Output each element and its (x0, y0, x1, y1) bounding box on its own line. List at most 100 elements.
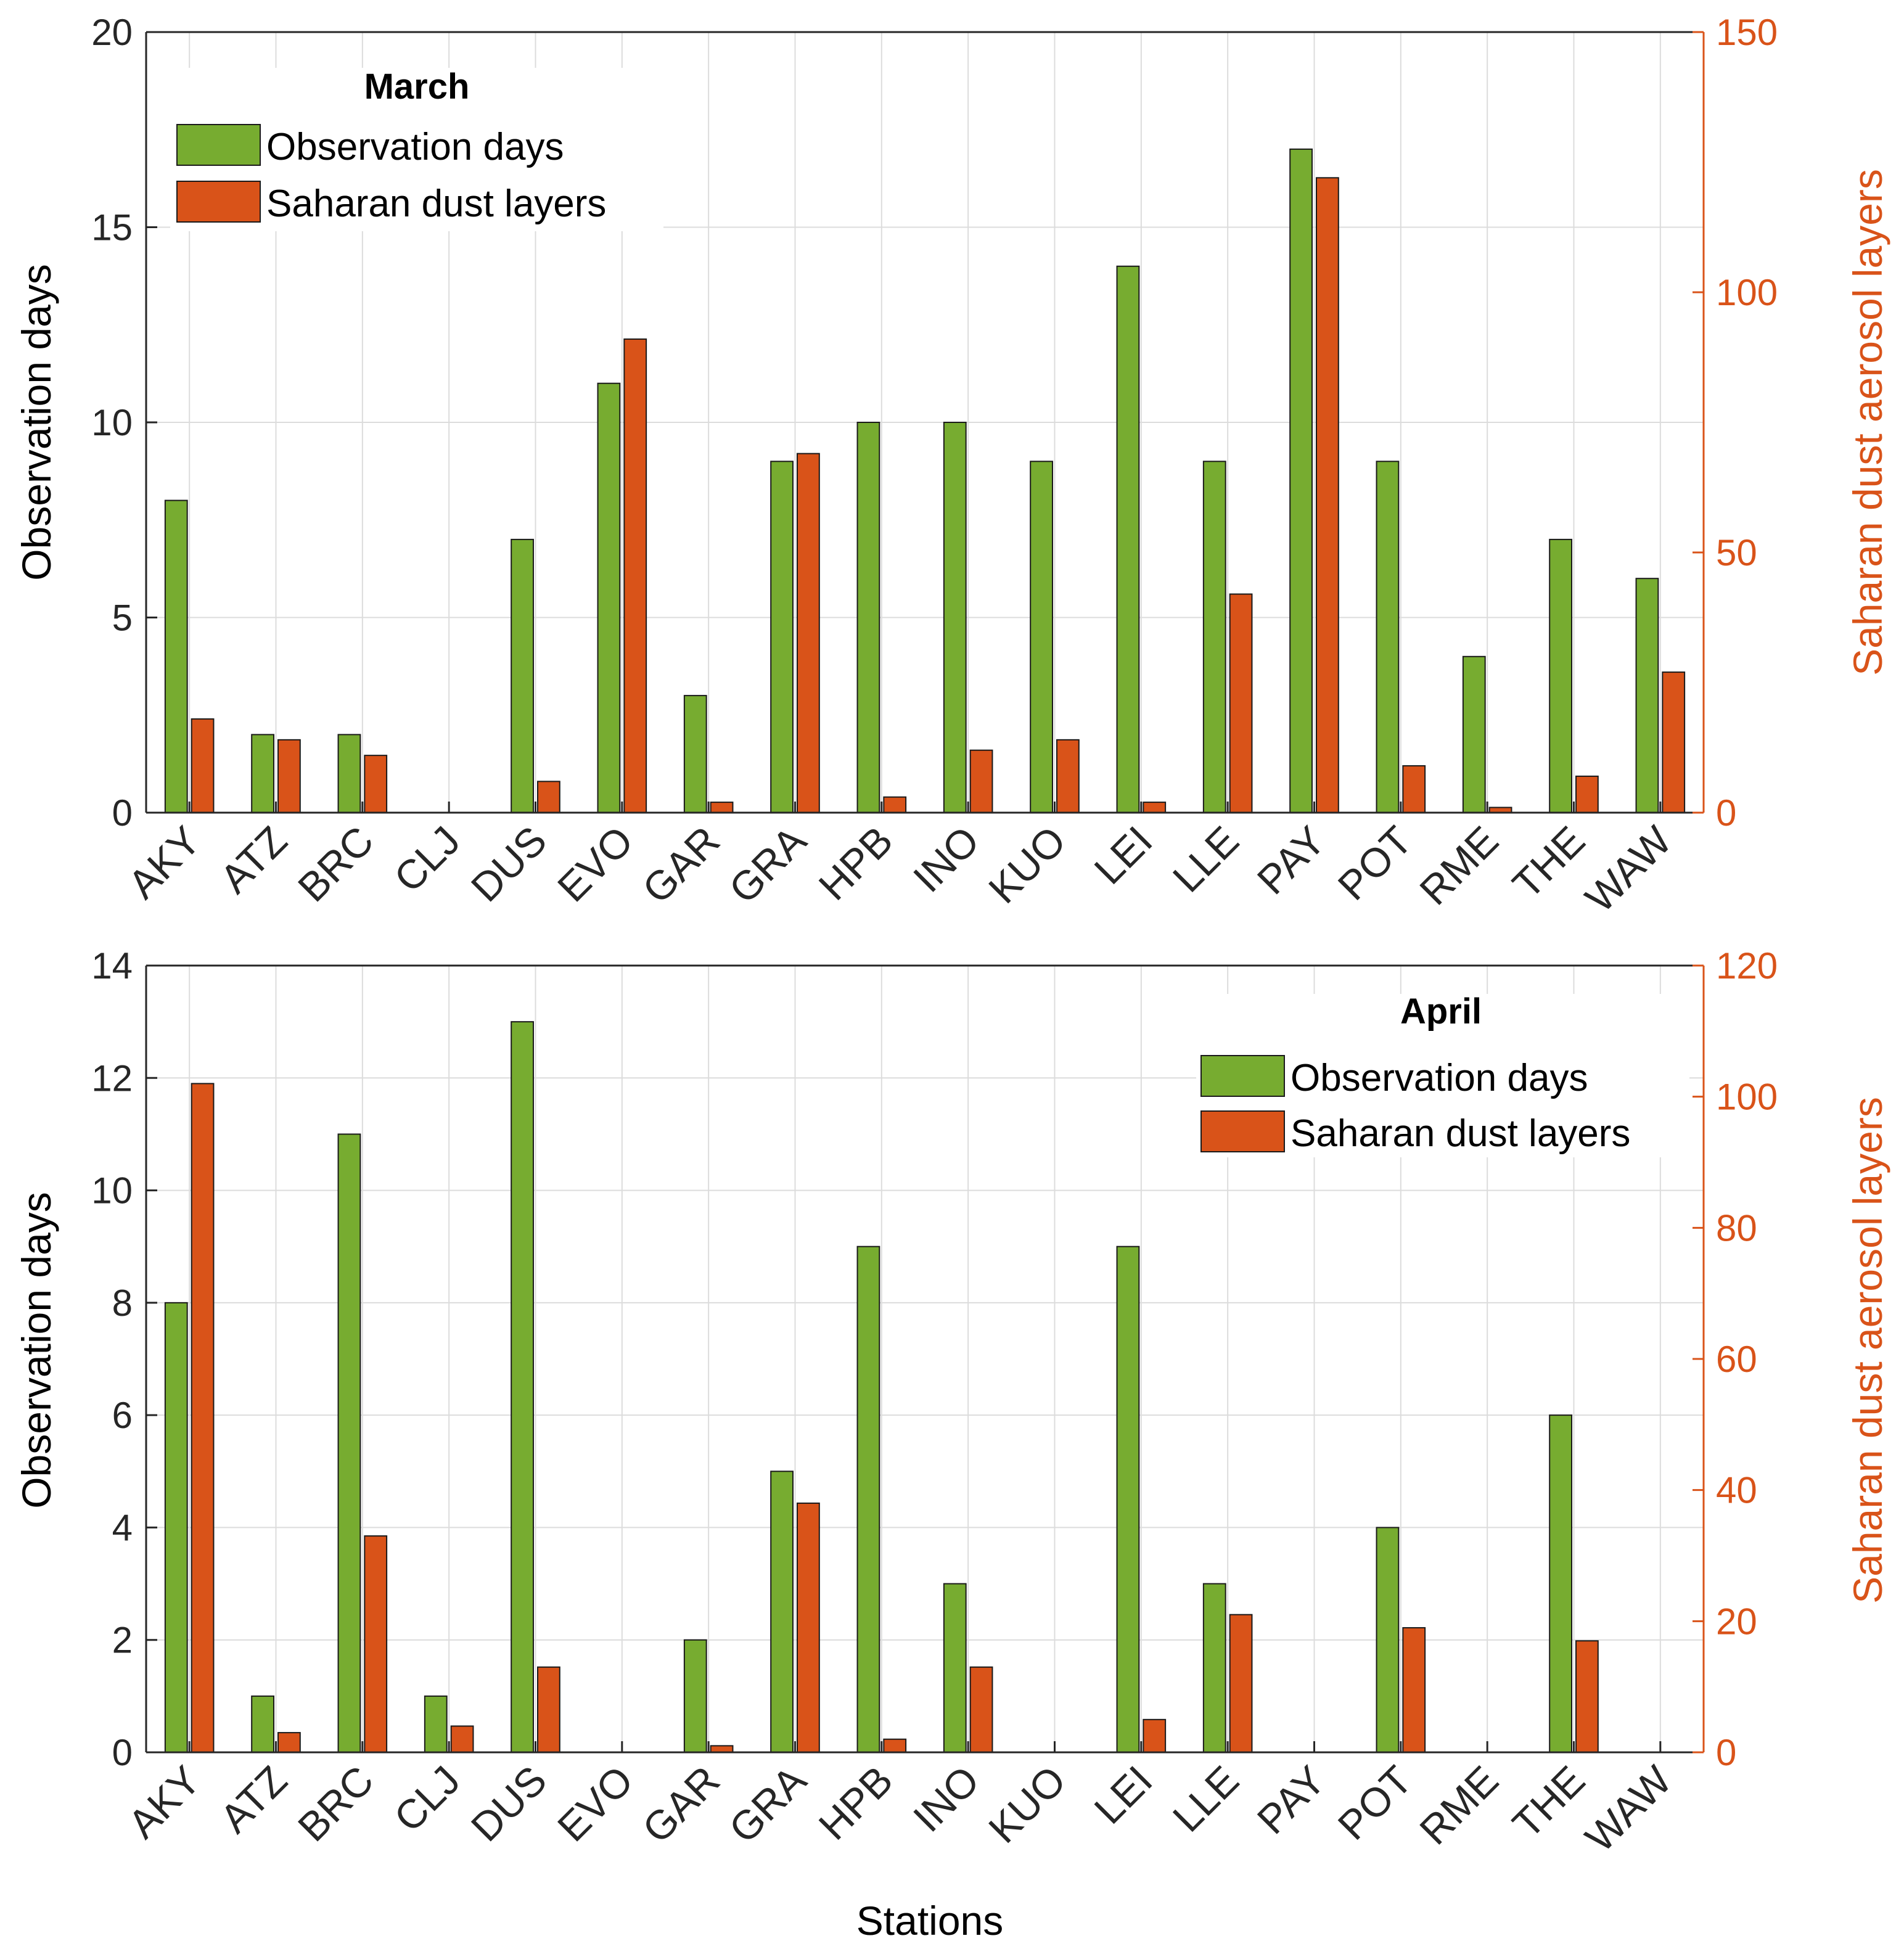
april-bar-observation-days-gra (770, 1471, 794, 1753)
april-bar-saharan-dust-layers-pot (1402, 1627, 1426, 1753)
april-bar-observation-days-aky (164, 1302, 188, 1754)
april-bar-saharan-dust-layers-gra (797, 1502, 820, 1754)
april-bar-observation-days-lei (1116, 1245, 1140, 1753)
march-right-tick-label: 100 (1716, 272, 1778, 313)
april-bar-saharan-dust-layers-lei (1143, 1718, 1167, 1753)
march-bar-saharan-dust-layers-the (1575, 775, 1599, 814)
march-bar-observation-days-the (1549, 538, 1572, 814)
april-gridlines (146, 965, 1704, 1753)
april-right-axis-label: Saharan dust aerosol layers (1845, 1097, 1890, 1604)
march-right-tick-label: 150 (1716, 12, 1778, 53)
march-left-tick-label: 0 (112, 792, 133, 834)
march-bar-saharan-dust-layers-lei (1143, 802, 1167, 813)
march-right-tick-label: 50 (1716, 532, 1757, 573)
april-legend-label-saharan-dust-layers: Saharan dust layers (1291, 1112, 1630, 1155)
april-right-tick-label: 80 (1716, 1207, 1757, 1249)
march-legend-title: March (364, 67, 470, 107)
march-bar-saharan-dust-layers-atz (277, 739, 301, 813)
march-bar-observation-days-evo (597, 382, 621, 813)
march-bar-observation-days-gra (770, 461, 794, 813)
march-bar-saharan-dust-layers-ino (969, 749, 993, 813)
march-bar-saharan-dust-layers-gra (797, 453, 820, 813)
march-legend-swatch-saharan-dust-layers (176, 181, 261, 223)
march-right-tick-label: 0 (1716, 792, 1736, 834)
april-bar-saharan-dust-layers-dus (537, 1666, 560, 1753)
april-legend-swatch-saharan-dust-layers (1200, 1110, 1285, 1152)
april-bar-saharan-dust-layers-lle (1229, 1614, 1253, 1753)
march-bar-observation-days-pot (1376, 461, 1400, 813)
march-bar-observation-days-hpb (856, 422, 880, 813)
march-bar-saharan-dust-layers-evo (623, 338, 647, 813)
april-left-tick-label: 4 (112, 1507, 133, 1548)
april-right-tick-label: 0 (1716, 1732, 1736, 1773)
april-bar-observation-days-the (1549, 1414, 1572, 1753)
march-bar-observation-days-lle (1202, 461, 1226, 813)
march-left-tick-label: 5 (112, 597, 133, 639)
march-bar-saharan-dust-layers-kuo (1056, 739, 1080, 813)
march-legend-label-saharan-dust-layers: Saharan dust layers (266, 183, 606, 225)
april-left-tick-label: 12 (91, 1057, 133, 1099)
april-bar-saharan-dust-layers-atz (277, 1732, 301, 1754)
march-legend: March Observation days Saharan dust laye… (170, 67, 663, 231)
april-right-tick-label: 100 (1716, 1077, 1778, 1118)
april-bar-saharan-dust-layers-clj (450, 1725, 474, 1753)
april-bar-saharan-dust-layers-aky (191, 1083, 215, 1753)
march-legend-label-observation-days: Observation days (266, 126, 564, 168)
april-bars (164, 1021, 1599, 1754)
april-bar-observation-days-brc (337, 1133, 361, 1753)
april-left-tick-label: 14 (91, 945, 133, 987)
april-bar-observation-days-lle (1202, 1583, 1226, 1754)
march-left-axis-label: Observation days (14, 264, 59, 581)
march-bar-observation-days-kuo (1030, 461, 1053, 813)
march-bar-observation-days-aky (164, 499, 188, 813)
april-left-tick-label: 2 (112, 1620, 133, 1661)
april-left-tick-label: 8 (112, 1282, 133, 1324)
april-bar-saharan-dust-layers-gar (710, 1745, 734, 1754)
april-left-tick-label: 10 (91, 1170, 133, 1212)
march-right-axis-label: Saharan dust aerosol layers (1845, 169, 1890, 676)
april-bar-saharan-dust-layers-hpb (883, 1738, 907, 1754)
march-bars (164, 148, 1686, 814)
april-left-axis-label: Observation days (14, 1192, 59, 1509)
april-bar-observation-days-pot (1376, 1527, 1400, 1753)
march-bar-saharan-dust-layers-lle (1229, 593, 1253, 814)
march-bar-observation-days-pay (1289, 148, 1313, 813)
march-bar-saharan-dust-layers-pot (1402, 765, 1426, 814)
april-legend-title: April (1400, 991, 1482, 1032)
april-legend: April Observation days Saharan dust laye… (1196, 991, 1689, 1157)
april-bar-observation-days-gar (683, 1639, 707, 1754)
march-bar-saharan-dust-layers-hpb (883, 796, 907, 814)
march-bar-saharan-dust-layers-aky (191, 718, 215, 813)
april-bar-observation-days-ino (943, 1583, 967, 1754)
march-bar-saharan-dust-layers-pay (1316, 177, 1339, 814)
march-bar-observation-days-brc (337, 734, 361, 814)
march-bar-observation-days-gar (683, 695, 707, 813)
april-bar-saharan-dust-layers-ino (969, 1666, 993, 1753)
april-left-tick-label: 0 (112, 1732, 133, 1773)
march-legend-swatch-observation-days (176, 124, 261, 166)
april-right-tick-label: 60 (1716, 1339, 1757, 1380)
april-right-tick-label: 40 (1716, 1470, 1757, 1511)
april-right-tick-label: 120 (1716, 945, 1778, 987)
march-left-tick-label: 20 (91, 12, 133, 53)
april-bar-observation-days-atz (251, 1695, 274, 1754)
march-left-tick-label: 10 (91, 402, 133, 443)
march-bar-saharan-dust-layers-waw (1662, 671, 1686, 813)
march-bar-saharan-dust-layers-dus (537, 781, 560, 813)
april-bar-saharan-dust-layers-brc (364, 1535, 388, 1754)
april-x-axis-label: Stations (856, 1898, 1003, 1943)
march-bar-observation-days-dus (511, 538, 534, 814)
april-bar-observation-days-hpb (856, 1245, 880, 1753)
march-left-tick-label: 15 (91, 207, 133, 248)
april-bar-observation-days-dus (511, 1021, 534, 1753)
march-bar-observation-days-rme (1462, 655, 1486, 814)
april-legend-swatch-observation-days (1200, 1055, 1285, 1097)
march-bar-observation-days-waw (1635, 578, 1659, 813)
march-bar-saharan-dust-layers-brc (364, 755, 388, 814)
march-bar-observation-days-atz (251, 734, 274, 814)
april-left-tick-label: 6 (112, 1395, 133, 1436)
april-legend-label-observation-days: Observation days (1291, 1057, 1588, 1099)
march-bar-observation-days-ino (943, 422, 967, 813)
april-right-tick-label: 20 (1716, 1601, 1757, 1642)
